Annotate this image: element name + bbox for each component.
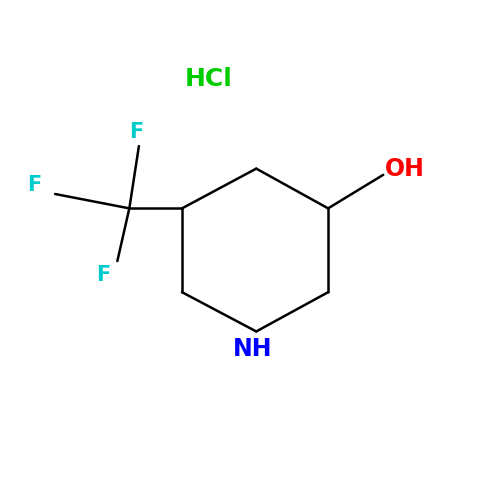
Text: HCl: HCl [184, 67, 232, 91]
Text: F: F [96, 265, 110, 285]
Text: F: F [129, 122, 144, 142]
Text: OH: OH [385, 157, 425, 181]
Text: F: F [27, 175, 42, 195]
Text: NH: NH [233, 337, 272, 361]
